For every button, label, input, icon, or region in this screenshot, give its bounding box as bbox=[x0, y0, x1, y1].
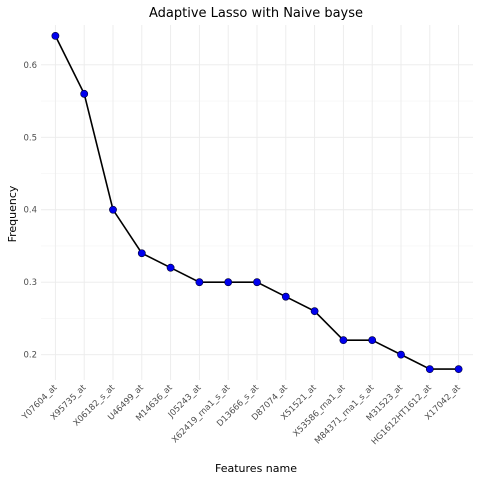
data-point bbox=[339, 336, 348, 345]
chart-title: Adaptive Lasso with Naive bayse bbox=[149, 6, 363, 21]
data-point bbox=[281, 292, 290, 301]
y-axis-ticks: 0.2 0.3 0.4 0.5 0.6 bbox=[23, 61, 37, 361]
y-tick-label: 0.3 bbox=[23, 278, 37, 288]
y-tick-label: 0.5 bbox=[23, 133, 37, 143]
data-point bbox=[195, 278, 204, 287]
data-point bbox=[109, 205, 117, 214]
data-point bbox=[166, 263, 175, 272]
data-point bbox=[397, 350, 405, 359]
x-axis-ticks: Y07604_atX95735_atX06182_s_atU46499_atM1… bbox=[20, 383, 463, 448]
data-points bbox=[51, 31, 463, 374]
y-tick-label: 0.6 bbox=[23, 61, 37, 71]
grid bbox=[41, 25, 473, 380]
data-point bbox=[137, 249, 146, 258]
y-tick-label: 0.2 bbox=[23, 351, 37, 361]
data-point bbox=[51, 31, 60, 40]
data-point bbox=[80, 89, 89, 98]
data-point bbox=[368, 336, 377, 345]
data-point bbox=[224, 278, 233, 287]
data-point bbox=[253, 278, 261, 287]
data-point bbox=[454, 365, 463, 374]
y-tick-label: 0.4 bbox=[23, 206, 37, 216]
y-axis-title: Frequency bbox=[6, 185, 19, 242]
x-axis-title: Features name bbox=[215, 462, 297, 475]
x-tick-label: X53586_rna1_at bbox=[291, 383, 348, 440]
data-point bbox=[425, 365, 434, 374]
data-point bbox=[310, 307, 319, 316]
